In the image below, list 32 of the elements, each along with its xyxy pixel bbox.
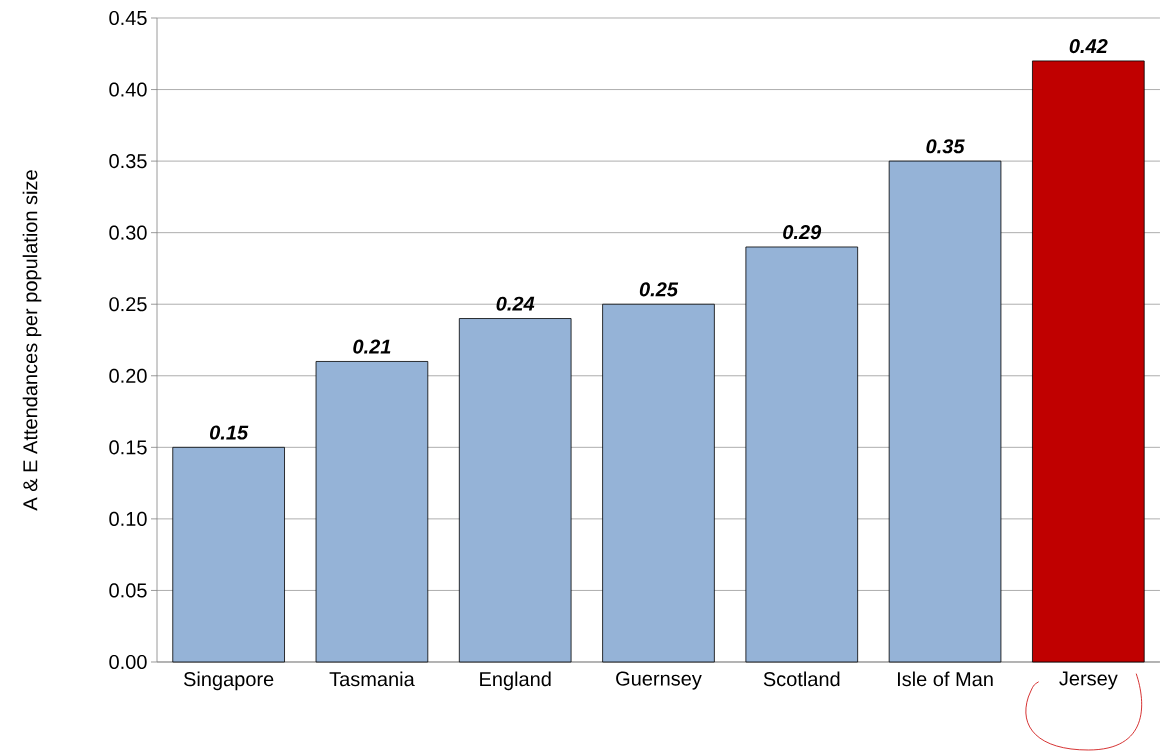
x-tick-label: Tasmania: [329, 671, 415, 687]
bar: [602, 303, 715, 663]
bar: [1032, 60, 1145, 663]
data-label: 0.42: [1069, 39, 1108, 54]
y-tick-label: 0.30: [109, 225, 147, 240]
y-axis-title: A & E Attendances per population size: [22, 170, 42, 511]
bar: [745, 246, 859, 663]
x-tick-label: Singapore: [183, 671, 274, 691]
x-tick-label: Isle of Man: [897, 671, 993, 687]
bar: [172, 446, 285, 663]
x-tick-label: Scotland: [763, 671, 840, 687]
y-tick-label: 0.40: [109, 82, 147, 97]
data-label: 0.25: [639, 282, 679, 297]
bar: [888, 160, 1002, 663]
data-label: 0.24: [496, 296, 535, 311]
bar: [315, 361, 429, 663]
y-tick-label: 0.05: [109, 583, 147, 598]
y-tick-label: 0.15: [109, 440, 147, 455]
data-label: 0.21: [353, 339, 391, 354]
y-tick-label: 0.45: [109, 10, 147, 26]
x-tick-label: Guernsey: [616, 671, 702, 690]
y-tick-label: 0.25: [109, 297, 147, 312]
data-label: 0.35: [926, 139, 965, 154]
x-tick-label: Jersey: [1059, 671, 1118, 690]
x-tick-label: England: [480, 671, 551, 691]
y-tick-label: 0.10: [109, 511, 147, 526]
y-tick-label: 0.35: [109, 154, 147, 169]
bar: [458, 318, 572, 663]
y-tick-label: 0.20: [109, 368, 147, 383]
data-label: 0.29: [783, 225, 822, 240]
y-tick-label: 0.00: [109, 654, 147, 670]
data-label: 0.15: [210, 425, 249, 440]
